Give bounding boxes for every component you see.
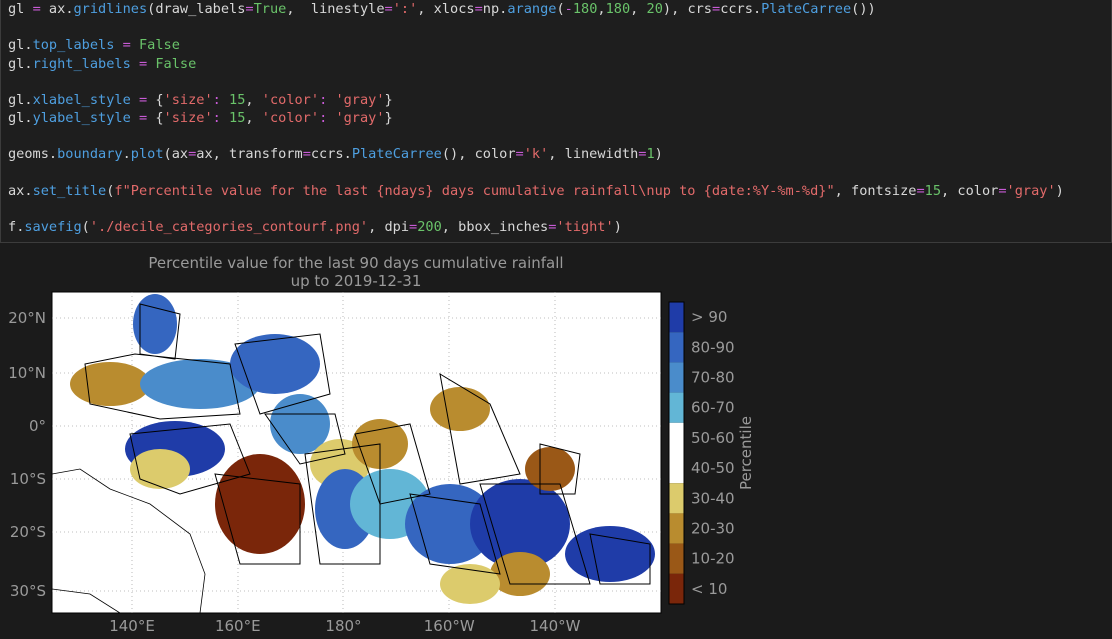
code-block: gl.top_labels = False gl.right_labels = F…	[8, 36, 1064, 73]
colorbar-label: 70-80	[691, 369, 735, 387]
code-block: gl.xlabel_style = {'size': 15, 'color': …	[8, 91, 1064, 128]
code-block: f.savefig('./decile_categories_contourf.…	[8, 218, 1064, 237]
lon-label: 180°	[325, 617, 361, 635]
colorbar-swatch	[669, 513, 684, 544]
code-block: gl = ax.gridlines(draw_labels=True, line…	[8, 0, 1064, 19]
lat-label: 10°N	[8, 364, 46, 382]
colorbar-label: < 10	[691, 580, 727, 598]
rainfall-patches	[70, 294, 655, 604]
colorbar-swatch	[669, 392, 684, 423]
code: gl = ax.gridlines(draw_labels=True, line…	[8, 0, 1064, 254]
lat-label: 20°N	[8, 309, 46, 327]
lat-labels: 20°N 10°N 0° 10°S 20°S 30°S	[8, 309, 46, 600]
colorbar-label: 80-90	[691, 338, 735, 356]
code-line: geoms.boundary.plot(ax=ax, transform=ccr…	[8, 146, 663, 163]
colorbar-swatch	[669, 453, 684, 484]
lon-label: 160°E	[215, 617, 261, 635]
code-line: gl.top_labels = False	[8, 37, 180, 54]
colorbar-swatch	[669, 573, 684, 604]
colorbar-label: 10-20	[691, 550, 735, 568]
title-line: up to 2019-12-31	[291, 272, 422, 290]
output: Percentile value for the last 90 days cu…	[0, 244, 1112, 635]
code-line: gl.ylabel_style = {'size': 15, 'color': …	[8, 110, 393, 127]
lat-label: 0°	[29, 417, 46, 435]
colorbar-swatch	[669, 543, 684, 574]
colorbar-label: 60-70	[691, 399, 735, 417]
lon-label: 160°W	[424, 617, 475, 635]
figure: Percentile value for the last 90 days cu…	[8, 254, 755, 635]
colorbar-swatch	[669, 302, 684, 333]
map	[52, 292, 661, 613]
lon-label: 140°E	[109, 617, 155, 635]
code-block: ax.set_title(f"Percentile value for the …	[8, 182, 1064, 201]
colorbar: > 90 80-90 70-80 60-70 50-60 40-50 30-40 20-30 1…	[668, 301, 755, 605]
code-block: geoms.boundary.plot(ax=ax, transform=ccr…	[8, 145, 1064, 164]
colorbar-label: 20-30	[691, 520, 735, 538]
lat-label: 20°S	[10, 523, 46, 541]
colorbar-label: 40-50	[691, 459, 735, 477]
plot-title: Percentile value for the last 90 days cu…	[148, 254, 563, 290]
lon-labels: 140°E 160°E 180° 160°W 140°W	[109, 617, 580, 635]
lat-label: 30°S	[10, 582, 46, 600]
colorbar-label: 30-40	[691, 489, 735, 507]
code-line: f.savefig('./decile_categories_contourf.…	[8, 218, 622, 235]
lat-label: 10°S	[10, 470, 46, 488]
code-line: ax.set_title(f"Percentile value for the …	[8, 182, 1064, 199]
colorbar-swatch	[669, 483, 684, 514]
title-line: Percentile value for the last 90 days cu…	[148, 254, 563, 272]
boundaries	[52, 303, 651, 613]
lon-label: 140°W	[530, 617, 581, 635]
colorbar-title: Percentile	[737, 416, 755, 490]
code-line: gl.right_labels = False	[8, 55, 197, 72]
colorbar-swatch	[669, 332, 684, 363]
colorbar-frame	[668, 301, 685, 605]
colorbar-swatch	[669, 362, 684, 393]
colorbar-label: 50-60	[691, 429, 735, 447]
colorbar-swatch	[669, 422, 684, 453]
code-cell[interactable]: gl = ax.gridlines(draw_labels=True, line…	[0, 0, 1112, 243]
code-line: gl.xlabel_style = {'size': 15, 'color': …	[8, 91, 393, 108]
colorbar-label: > 90	[691, 308, 727, 326]
code-line: gl = ax.gridlines(draw_labels=True, line…	[8, 1, 876, 17]
